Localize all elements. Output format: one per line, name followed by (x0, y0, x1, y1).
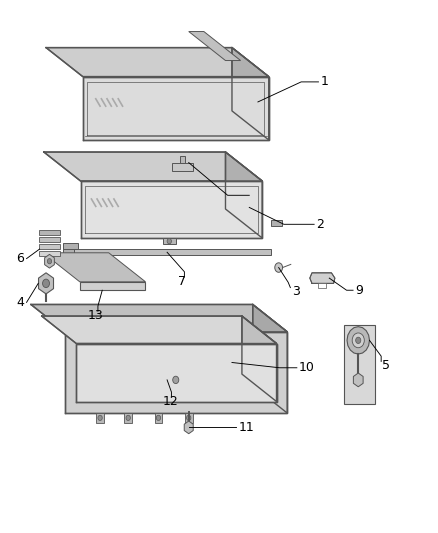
Polygon shape (39, 230, 60, 236)
Text: 3: 3 (292, 285, 300, 298)
Text: 8: 8 (251, 189, 259, 202)
Polygon shape (124, 413, 132, 423)
Circle shape (173, 376, 179, 384)
Circle shape (126, 415, 131, 421)
Polygon shape (43, 253, 145, 282)
Polygon shape (189, 31, 240, 61)
Text: 1: 1 (321, 75, 328, 88)
Circle shape (167, 239, 171, 244)
Polygon shape (81, 181, 262, 238)
Circle shape (42, 279, 49, 288)
Polygon shape (310, 273, 335, 284)
Polygon shape (80, 282, 145, 290)
Polygon shape (96, 413, 104, 423)
Polygon shape (172, 163, 193, 171)
Polygon shape (185, 413, 193, 423)
Text: 5: 5 (382, 359, 390, 372)
Polygon shape (318, 284, 326, 288)
Text: 4: 4 (17, 296, 25, 309)
Polygon shape (163, 238, 176, 244)
Polygon shape (46, 47, 269, 77)
Text: 2: 2 (316, 218, 324, 231)
Polygon shape (271, 220, 282, 226)
Polygon shape (66, 332, 287, 413)
Polygon shape (344, 325, 374, 403)
Polygon shape (76, 343, 276, 401)
Polygon shape (253, 304, 287, 413)
Polygon shape (155, 413, 162, 423)
Polygon shape (31, 304, 287, 332)
Text: 7: 7 (178, 275, 186, 288)
Circle shape (47, 259, 52, 264)
Polygon shape (64, 248, 74, 255)
Circle shape (98, 415, 102, 421)
Polygon shape (39, 251, 60, 256)
Polygon shape (44, 152, 262, 181)
Polygon shape (74, 248, 271, 255)
Polygon shape (226, 152, 262, 238)
Circle shape (356, 337, 361, 343)
Text: 10: 10 (299, 361, 315, 374)
Polygon shape (232, 47, 269, 140)
Circle shape (156, 415, 161, 421)
Text: 6: 6 (17, 252, 25, 265)
Circle shape (275, 263, 283, 272)
Polygon shape (42, 316, 276, 343)
Polygon shape (39, 244, 60, 249)
Polygon shape (83, 77, 269, 140)
Text: 13: 13 (88, 309, 104, 322)
Text: 9: 9 (355, 284, 363, 297)
Polygon shape (39, 237, 60, 242)
Text: 11: 11 (238, 421, 254, 434)
Polygon shape (64, 243, 78, 248)
Polygon shape (242, 316, 276, 401)
Polygon shape (180, 156, 185, 163)
Circle shape (352, 333, 364, 348)
Circle shape (187, 415, 191, 421)
Text: 12: 12 (162, 395, 178, 408)
